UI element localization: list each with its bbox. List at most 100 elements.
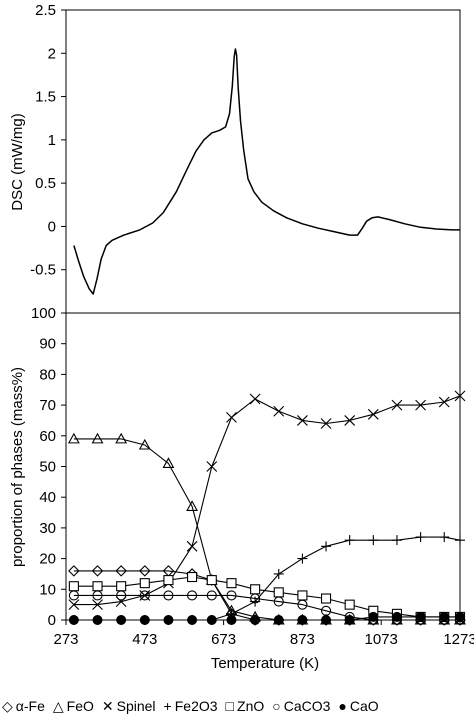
alpha-fe-marker xyxy=(139,565,151,577)
dsc-y-tick-label: 2.5 xyxy=(35,2,56,19)
fe2o3-marker xyxy=(415,532,426,543)
phase-y-tick-label: 0 xyxy=(48,612,56,629)
caco3-marker xyxy=(116,590,127,601)
phase-panel: 0 10 20 30 40 50 60 70 80 90 100 273 473 673 873 1073 12… xyxy=(31,305,474,648)
cao-marker xyxy=(439,611,450,622)
zno-marker xyxy=(297,590,308,601)
spinel-marker xyxy=(454,390,466,402)
fe2o3-marker xyxy=(321,541,332,552)
phase-y-tick-label: 80 xyxy=(39,366,56,383)
zno-marker xyxy=(187,571,198,583)
spinel-marker xyxy=(92,599,103,611)
zno-marker xyxy=(92,581,103,592)
x-tick-label: 1273 xyxy=(443,631,474,648)
zno-marker xyxy=(344,599,355,610)
caco3-marker xyxy=(163,590,174,601)
phase-y-tick-label: 10 xyxy=(39,581,56,598)
caco3-marker xyxy=(92,590,103,601)
legend-symbol: + xyxy=(164,698,172,714)
spinel-marker xyxy=(344,415,356,426)
x-tick-label: 873 xyxy=(290,631,315,648)
series-fe2o3 xyxy=(68,532,465,625)
phase-plot-frame xyxy=(65,312,461,621)
legend-label: ZnO xyxy=(237,698,264,714)
spinel-marker xyxy=(226,411,237,423)
cao-marker xyxy=(415,611,426,622)
fe2o3-marker xyxy=(391,535,402,546)
cao-marker xyxy=(206,615,217,625)
cao-marker xyxy=(226,615,237,625)
cao-marker xyxy=(368,611,379,622)
legend-symbol: ◇ xyxy=(2,698,13,714)
cao-marker xyxy=(250,615,261,625)
spinel-marker xyxy=(186,540,198,552)
caco3-marker xyxy=(250,593,261,604)
legend-symbol: ○ xyxy=(272,698,280,714)
caco3-marker xyxy=(297,599,308,610)
phase-y-tick-label: 40 xyxy=(39,489,56,506)
series-spinel xyxy=(68,390,466,611)
phase-y-tick-label: 70 xyxy=(39,397,56,414)
dsc-y-tick-label: 0.5 xyxy=(35,175,56,192)
phase-y-tick-label: 30 xyxy=(39,520,56,537)
legend-label: CaO xyxy=(350,698,379,714)
legend-label: CaCO3 xyxy=(284,698,331,714)
fe2o3-marker xyxy=(455,535,465,546)
legend-symbol: ✕ xyxy=(102,698,114,714)
series-zno xyxy=(68,571,466,622)
cao-marker xyxy=(187,615,198,625)
dsc-plot-frame xyxy=(65,9,461,314)
spinel-marker xyxy=(249,393,261,405)
caco3-marker xyxy=(139,590,150,601)
cao-marker xyxy=(68,615,79,625)
dsc-y-tick-label: 2 xyxy=(48,45,56,62)
x-axis-label: Temperature (K) xyxy=(211,655,319,672)
spinel-marker xyxy=(438,396,450,408)
legend-label: α-Fe xyxy=(16,698,45,714)
zno-marker xyxy=(163,575,174,586)
fe2o3-marker xyxy=(439,532,450,543)
cao-marker xyxy=(455,611,465,622)
x-tick-label: 473 xyxy=(132,631,157,648)
spinel-marker xyxy=(367,408,379,420)
legend-symbol: ● xyxy=(338,698,346,714)
dsc-y-axis-label: DSC (mW/mg) xyxy=(9,113,26,211)
phase-y-axis-label: proportion of phases (mass%) xyxy=(9,367,26,567)
feo-marker xyxy=(67,432,80,444)
caco3-marker xyxy=(206,590,217,601)
dsc-y-tick-label: 1 xyxy=(48,132,56,149)
x-tick-label: 1073 xyxy=(365,631,398,648)
alpha-fe-marker xyxy=(68,565,80,577)
legend-label: Spinel xyxy=(117,698,156,714)
feo-marker xyxy=(162,457,175,468)
cao-marker xyxy=(92,615,103,625)
zno-marker xyxy=(226,578,237,589)
dsc-y-tick-label: 1.5 xyxy=(35,89,56,106)
fe2o3-marker xyxy=(297,553,308,564)
legend-symbol: △ xyxy=(53,698,64,714)
spinel-marker xyxy=(320,418,332,429)
zno-marker xyxy=(68,581,79,592)
cao-marker xyxy=(297,615,308,625)
legend-label: Fe2O3 xyxy=(175,698,218,714)
spinel-marker xyxy=(273,405,285,417)
phase-y-tick-label: 100 xyxy=(31,305,56,322)
cao-marker xyxy=(116,615,127,625)
legend-symbol: □ xyxy=(226,698,235,714)
series-cao xyxy=(68,611,465,625)
zno-marker xyxy=(139,578,150,589)
feo-marker xyxy=(91,432,104,444)
zno-marker xyxy=(206,575,217,586)
caco3-marker xyxy=(273,596,284,607)
dsc-curve xyxy=(73,48,460,295)
cao-marker xyxy=(391,611,402,622)
dsc-y-tick-label: 0 xyxy=(48,218,56,235)
spinel-marker xyxy=(391,399,403,411)
feo-marker xyxy=(138,438,151,450)
x-tick-label: 673 xyxy=(211,631,236,648)
spinel-marker xyxy=(297,415,308,426)
zno-marker xyxy=(273,587,284,598)
zno-marker xyxy=(250,584,261,595)
